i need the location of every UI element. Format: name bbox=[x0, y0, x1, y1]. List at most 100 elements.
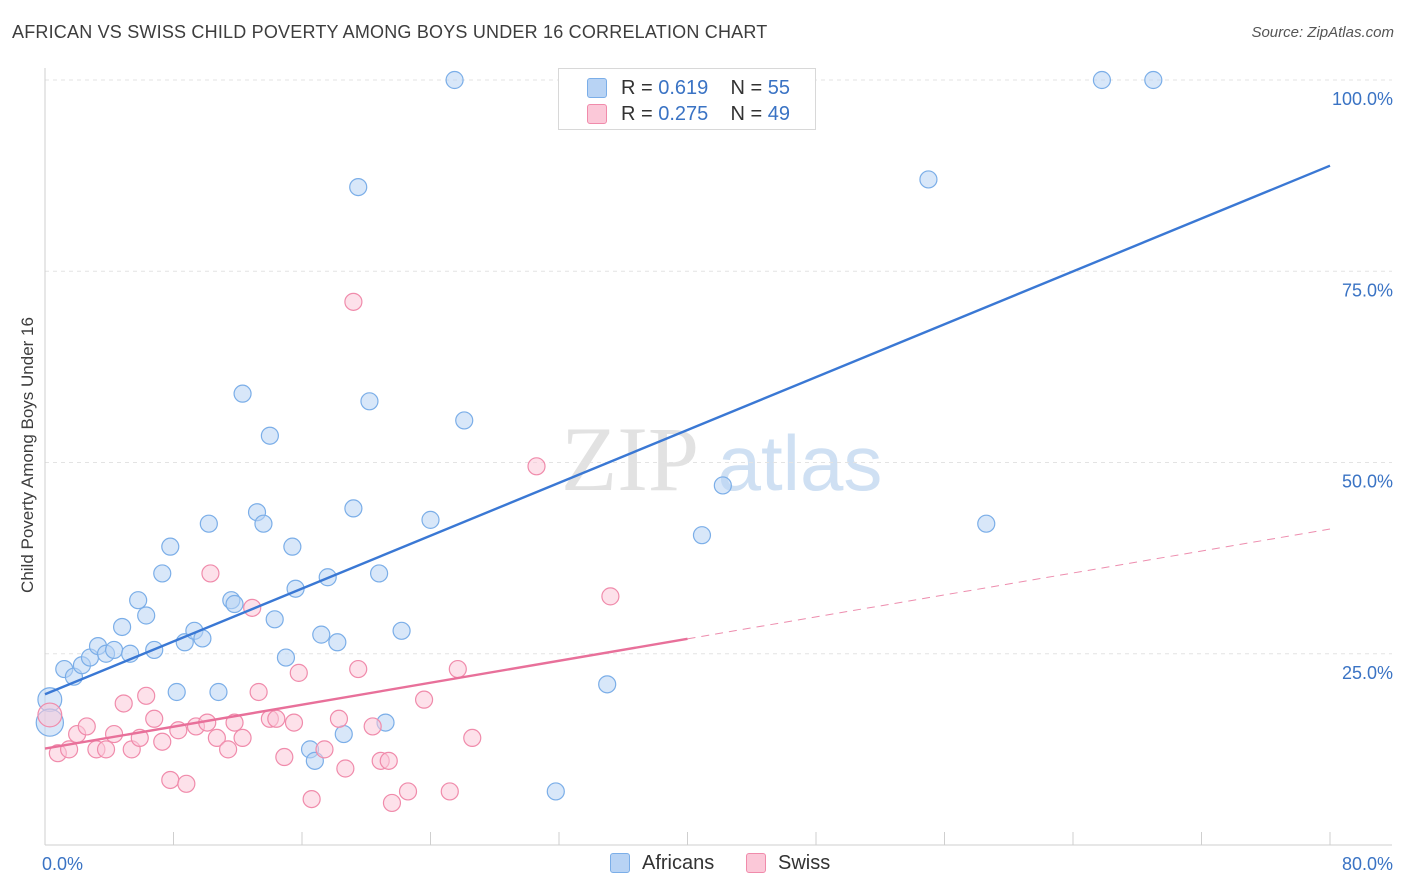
africans-point bbox=[1092, 70, 1112, 90]
n-label: N = bbox=[730, 103, 763, 125]
swiss-point bbox=[104, 724, 124, 744]
africans-point bbox=[225, 594, 244, 614]
trendlines bbox=[44, 164, 1331, 750]
africans-point bbox=[112, 617, 132, 637]
africans-point bbox=[692, 526, 712, 545]
y-tick-label: 75.0% bbox=[1342, 280, 1393, 300]
r-value: 0.275 bbox=[658, 103, 709, 125]
swiss-point bbox=[153, 732, 172, 751]
swiss-point bbox=[161, 770, 180, 790]
swiss-point bbox=[382, 793, 402, 813]
africans-point bbox=[370, 564, 389, 583]
swiss-point bbox=[201, 564, 220, 583]
swiss-point bbox=[233, 728, 252, 748]
swiss-point bbox=[349, 659, 368, 679]
tick-labels: 25.0% 50.0% 75.0% 100.0% 0.0% 80.0% bbox=[42, 89, 1393, 874]
africans-point bbox=[260, 426, 279, 445]
africans-swatch bbox=[587, 78, 607, 98]
africans-point bbox=[276, 648, 296, 667]
swiss-point bbox=[145, 709, 164, 728]
swiss-point bbox=[379, 751, 398, 770]
swiss-point bbox=[267, 709, 286, 728]
africans-point bbox=[455, 411, 474, 430]
swiss-point bbox=[284, 713, 304, 732]
africans-legend-swatch bbox=[610, 853, 630, 873]
swiss-point bbox=[96, 740, 116, 759]
swiss-point bbox=[336, 759, 355, 778]
africans-point bbox=[977, 514, 996, 533]
africans-point bbox=[421, 510, 440, 529]
africans-point bbox=[137, 606, 156, 625]
africans-point bbox=[344, 499, 363, 518]
africans-point bbox=[445, 70, 464, 90]
africans-point bbox=[713, 476, 732, 495]
africans-point bbox=[104, 640, 124, 660]
points bbox=[35, 70, 1163, 813]
r-label: R = bbox=[621, 77, 653, 99]
chart-title: AFRICAN VS SWISS CHILD POVERTY AMONG BOY… bbox=[12, 22, 768, 42]
africans-trendline bbox=[44, 164, 1331, 696]
swiss-point bbox=[527, 457, 546, 476]
source-label: Source: ZipAtlas.com bbox=[1251, 24, 1394, 41]
swiss-point bbox=[249, 682, 268, 702]
swiss-point bbox=[344, 292, 363, 311]
x-tick-label: 0.0% bbox=[42, 854, 83, 874]
swiss-point bbox=[302, 789, 321, 809]
swiss-swatch bbox=[587, 104, 607, 124]
swiss-point bbox=[177, 774, 196, 793]
africans-point bbox=[360, 392, 379, 411]
swiss-point bbox=[440, 782, 459, 801]
africans-point bbox=[153, 564, 172, 583]
swiss-point bbox=[137, 686, 156, 705]
africans-point bbox=[349, 178, 368, 197]
swiss-point bbox=[414, 690, 434, 709]
n-label: N = bbox=[730, 77, 763, 99]
y-tick-label: 100.0% bbox=[1332, 89, 1393, 109]
swiss-point bbox=[398, 782, 418, 801]
africans-point bbox=[334, 724, 353, 744]
swiss-point bbox=[329, 709, 349, 728]
swiss-legend-label: Swiss bbox=[778, 852, 831, 874]
africans-point bbox=[392, 621, 411, 640]
africans-point bbox=[919, 170, 938, 189]
swiss-point bbox=[448, 659, 467, 679]
n-value: 55 bbox=[767, 77, 791, 99]
africans-point bbox=[199, 514, 218, 533]
swiss-point bbox=[225, 713, 244, 732]
swiss-point bbox=[363, 717, 382, 736]
y-tick-label: 25.0% bbox=[1342, 663, 1393, 683]
x-tick-label: 80.0% bbox=[1342, 854, 1393, 874]
africans-point bbox=[283, 537, 302, 556]
swiss-point bbox=[207, 728, 226, 748]
y-tick-label: 50.0% bbox=[1342, 472, 1393, 492]
africans-point bbox=[546, 782, 565, 801]
africans-point bbox=[161, 537, 180, 556]
africans-point bbox=[167, 682, 186, 702]
africans-point bbox=[209, 682, 228, 702]
africans-point bbox=[1144, 70, 1163, 90]
swiss-point bbox=[601, 587, 620, 606]
swiss-point bbox=[77, 717, 96, 736]
swiss-point bbox=[463, 728, 482, 748]
africans-point bbox=[129, 591, 148, 610]
africans-point bbox=[233, 384, 252, 403]
grid bbox=[45, 79, 1392, 655]
swiss-point bbox=[275, 747, 294, 767]
swiss-point bbox=[37, 702, 63, 728]
africans-point bbox=[312, 625, 331, 644]
swiss-point bbox=[114, 694, 133, 713]
africans-legend-label: Africans bbox=[642, 852, 715, 874]
watermark: ZIP atlas bbox=[561, 408, 882, 510]
swiss-point bbox=[219, 740, 238, 759]
swiss-point bbox=[289, 663, 308, 682]
r-label: R = bbox=[621, 103, 653, 125]
watermark-zip: ZIP bbox=[561, 408, 699, 510]
africans-point bbox=[254, 514, 273, 533]
swiss-trendline-extension bbox=[687, 528, 1331, 640]
africans-point bbox=[265, 610, 284, 629]
swiss-point bbox=[315, 740, 334, 759]
correlation-legend: R = 0.619 N = 55 R = 0.275 N = 49 bbox=[558, 68, 816, 130]
swiss-legend-swatch bbox=[746, 853, 766, 873]
africans-point bbox=[598, 675, 617, 694]
